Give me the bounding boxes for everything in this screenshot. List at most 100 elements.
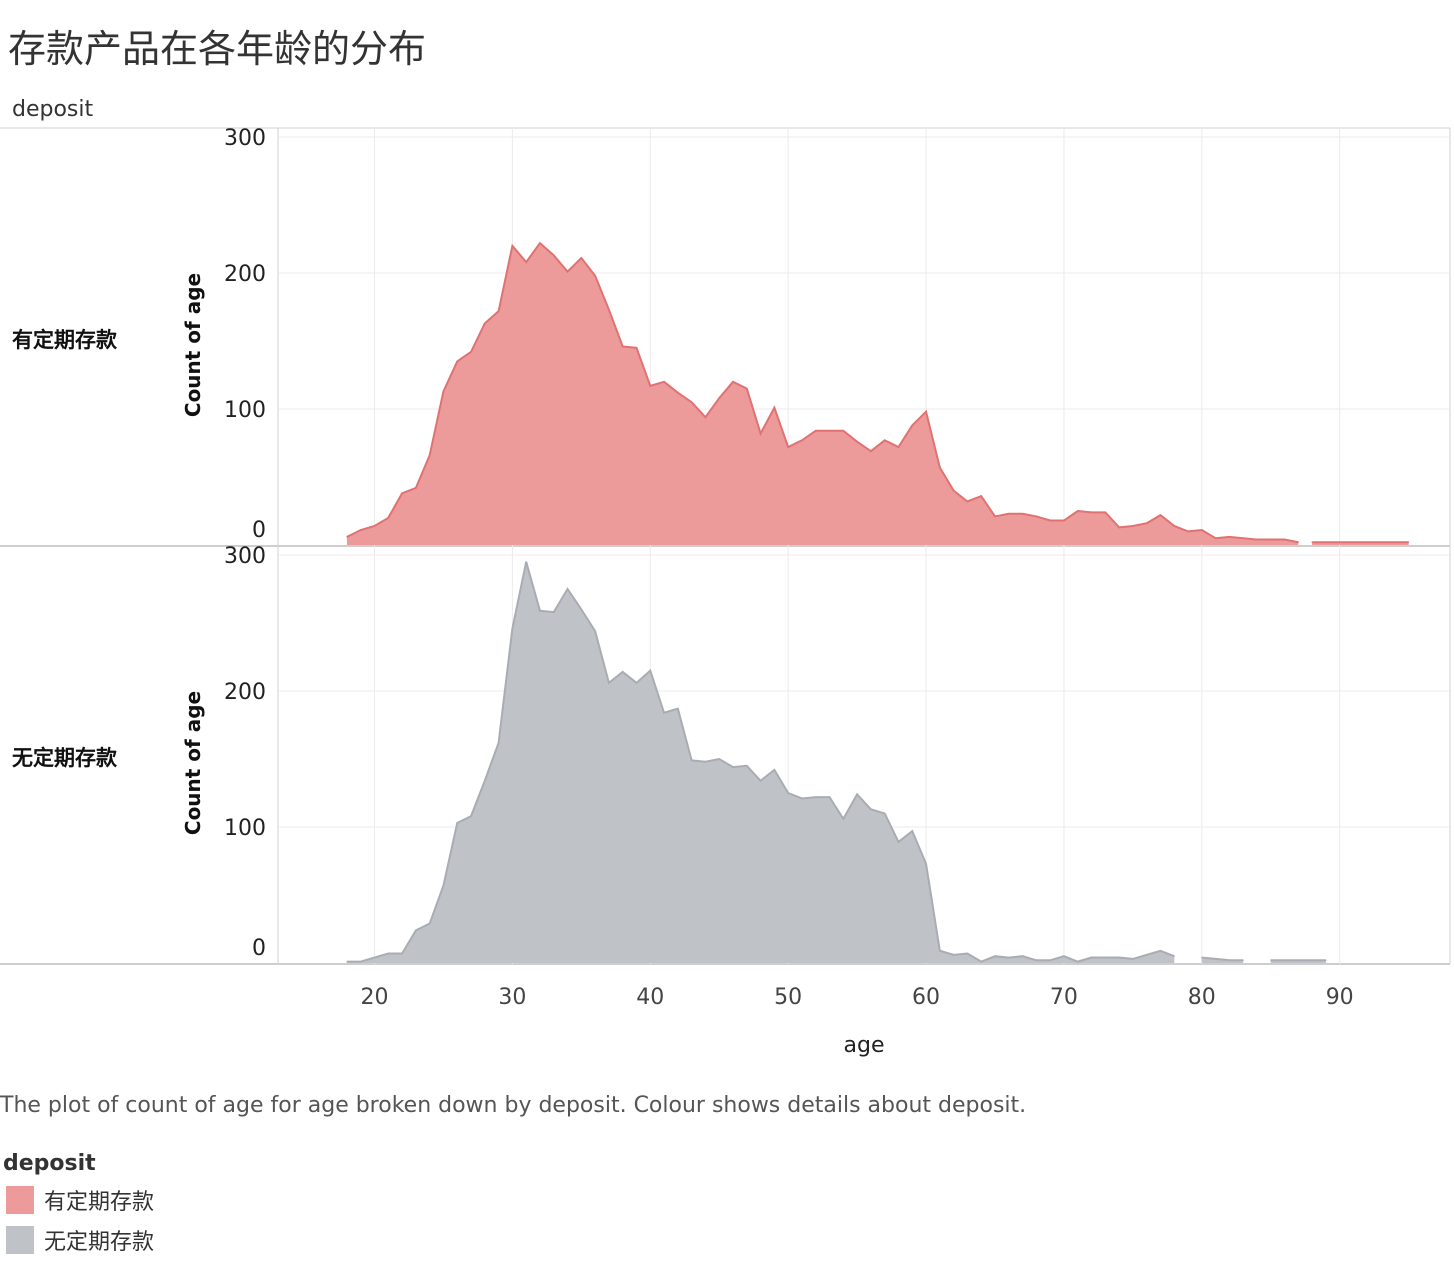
data-point	[1187, 530, 1189, 533]
data-point	[580, 257, 583, 259]
data-point	[994, 515, 996, 518]
y-tick-label: 100	[224, 398, 266, 423]
data-point	[373, 956, 376, 959]
area-line	[1201, 956, 1244, 962]
data-point	[677, 707, 679, 710]
data-point	[883, 812, 886, 815]
data-point	[801, 797, 803, 800]
data-point	[484, 322, 486, 325]
data-point	[883, 439, 886, 442]
data-point	[1256, 538, 1258, 541]
data-point	[1201, 529, 1203, 531]
data-point	[387, 952, 390, 955]
legend-item-without-deposit[interactable]: 无定期存款	[6, 1226, 154, 1255]
data-point	[401, 492, 403, 495]
data-point	[663, 381, 665, 383]
data-point	[566, 270, 569, 273]
data-point	[566, 588, 569, 590]
y-tick-label: 300	[224, 544, 266, 569]
y-tick-label: 300	[224, 126, 266, 151]
data-point	[718, 758, 721, 760]
x-tick-label: 30	[498, 985, 526, 1010]
data-point	[635, 347, 638, 349]
data-point	[759, 779, 762, 782]
area-fill	[346, 243, 1299, 545]
data-point	[1325, 541, 1327, 544]
data-point	[1214, 958, 1217, 960]
data-point	[732, 381, 734, 383]
data-point	[359, 960, 362, 963]
data-point	[746, 765, 748, 767]
data-point	[608, 682, 610, 684]
data-point	[966, 500, 969, 503]
data-point	[608, 308, 610, 311]
data-point	[539, 609, 541, 612]
data-point	[1007, 956, 1010, 959]
data-point	[746, 387, 748, 390]
data-point	[814, 429, 817, 432]
data-point	[1118, 956, 1120, 959]
data-point	[1214, 537, 1217, 539]
data-point	[470, 815, 472, 817]
data-point	[980, 495, 982, 497]
data-point	[580, 608, 583, 611]
data-point	[842, 818, 845, 820]
data-point	[814, 796, 817, 798]
data-point	[1407, 541, 1410, 544]
data-point	[442, 884, 445, 887]
data-point	[1159, 514, 1162, 516]
data-point	[759, 432, 762, 435]
data-point	[1380, 541, 1382, 544]
y-tick-label: 200	[224, 680, 266, 705]
data-point	[1173, 955, 1176, 957]
data-point	[718, 397, 721, 399]
data-point	[897, 841, 900, 843]
data-point	[1366, 541, 1369, 544]
data-point	[704, 416, 707, 418]
data-point	[773, 406, 776, 409]
data-point	[980, 960, 982, 963]
data-point	[952, 954, 955, 956]
x-tick-label: 40	[636, 985, 664, 1010]
data-point	[1201, 956, 1203, 959]
data-point	[1242, 537, 1244, 539]
x-tick-label: 80	[1188, 985, 1216, 1010]
data-point	[1021, 955, 1024, 957]
data-point	[1228, 536, 1231, 538]
data-point	[1297, 541, 1300, 544]
data-point	[911, 830, 914, 832]
data-point	[870, 450, 872, 452]
data-point	[1269, 538, 1272, 541]
data-point	[1394, 541, 1396, 544]
data-point	[428, 454, 431, 457]
data-point	[539, 242, 541, 244]
data-point	[1035, 959, 1038, 962]
data-point	[856, 793, 858, 796]
data-point	[1132, 525, 1134, 527]
data-point	[387, 517, 390, 519]
data-point	[401, 952, 403, 955]
data-point	[1283, 959, 1286, 962]
data-point	[415, 929, 417, 932]
data-point	[373, 525, 376, 527]
row-label: 有定期存款	[12, 328, 118, 352]
x-tick-label: 50	[774, 985, 802, 1010]
data-point	[1297, 959, 1300, 962]
data-point	[704, 760, 707, 763]
data-point	[1090, 956, 1093, 959]
area-line	[346, 241, 1299, 544]
data-point	[552, 611, 555, 613]
data-point	[1007, 512, 1010, 515]
data-point	[773, 769, 776, 771]
data-point	[525, 561, 527, 563]
data-point	[649, 669, 652, 672]
legend-label: 有定期存款	[44, 1190, 155, 1215]
data-point	[1076, 510, 1079, 512]
data-point	[1049, 959, 1051, 962]
data-point	[497, 310, 500, 312]
data-point	[939, 466, 941, 469]
row-header: deposit	[12, 97, 94, 122]
data-point	[1159, 949, 1162, 952]
data-point	[966, 952, 969, 955]
legend-item-with-deposit[interactable]: 有定期存款	[6, 1186, 155, 1215]
